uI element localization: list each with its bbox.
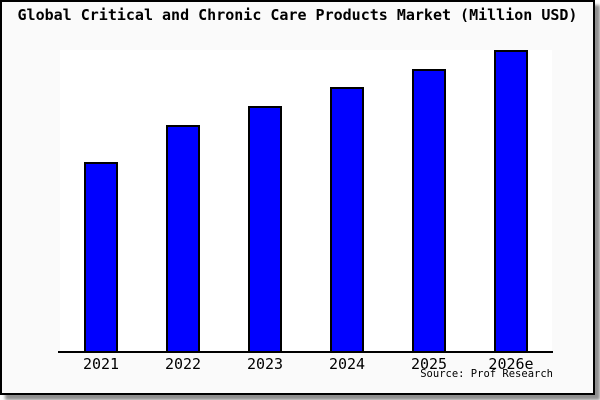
bar-2022	[166, 124, 200, 351]
x-tick-label-2025: 2025	[410, 355, 448, 373]
x-tick-label-2023: 2023	[246, 355, 284, 373]
x-tick-label-2026e: 2026e	[488, 355, 534, 373]
x-tick-label-2024: 2024	[328, 355, 366, 373]
bar-slot	[470, 50, 552, 351]
bar-slot	[224, 50, 306, 351]
x-tick-label-2022: 2022	[164, 355, 202, 373]
bar-slot	[306, 50, 388, 351]
bar-group	[60, 50, 552, 351]
bar-2026e	[494, 50, 528, 351]
bar-slot	[60, 50, 142, 351]
x-axis-tick-labels: 2021 2022 2023 2024 2025 2026e	[60, 355, 552, 373]
bar-2021	[84, 161, 118, 351]
bar-2024	[330, 87, 364, 351]
bar-slot	[142, 50, 224, 351]
bar-2023	[248, 105, 282, 351]
x-tick-label-2021: 2021	[82, 355, 120, 373]
bar-2025	[412, 68, 446, 351]
source-credit: Source: Prof Research	[420, 368, 553, 380]
plot-area	[60, 50, 552, 351]
x-axis-line	[58, 351, 553, 353]
bar-slot	[388, 50, 470, 351]
chart-title: Global Critical and Chronic Care Product…	[17, 6, 578, 24]
